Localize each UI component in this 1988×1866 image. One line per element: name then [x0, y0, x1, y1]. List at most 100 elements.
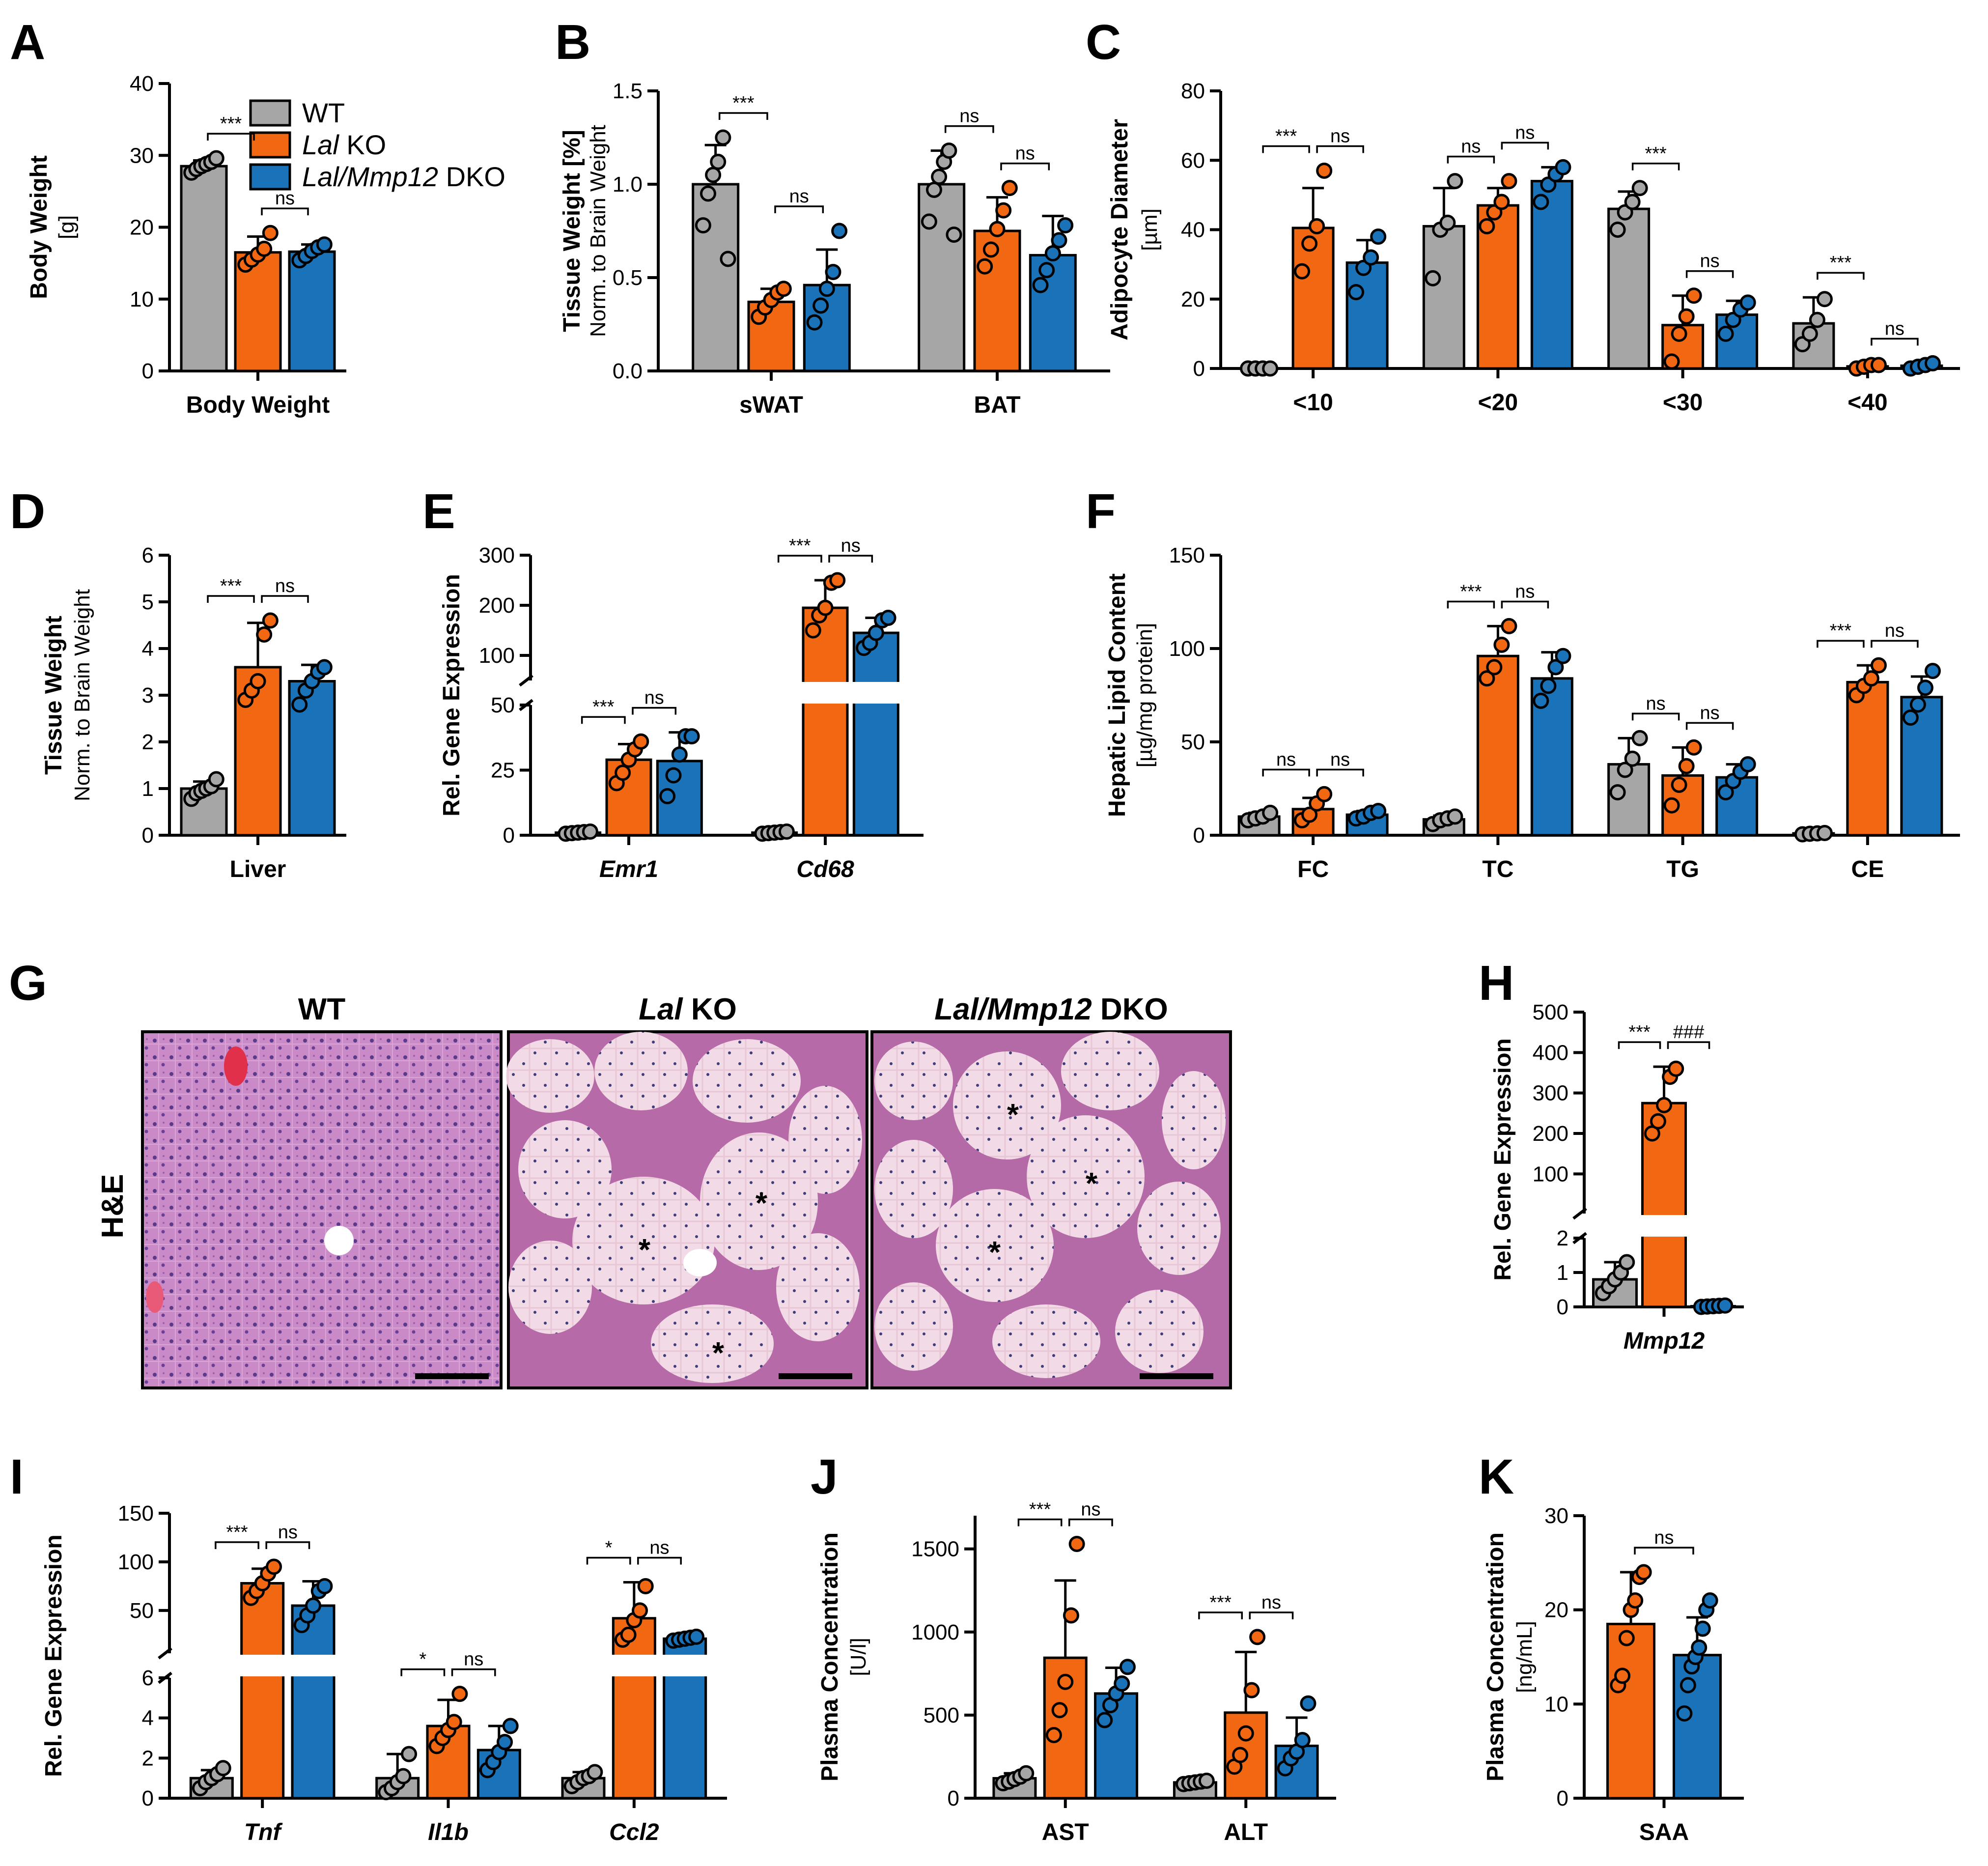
y-tick-label: 25: [491, 759, 515, 783]
data-point: [1540, 678, 1557, 694]
data-point: [1057, 217, 1074, 234]
y-tick-label: 150: [118, 1501, 154, 1526]
y-tick-label: 2: [1557, 1226, 1568, 1250]
lipid-marker: *: [712, 1336, 725, 1370]
y-tick-label: 0: [1193, 357, 1205, 381]
data-point: [1479, 218, 1495, 234]
data-point: [720, 251, 736, 267]
significance-label: ns: [841, 536, 861, 556]
data-point: [1691, 1639, 1708, 1656]
data-point: [688, 1628, 705, 1645]
data-point: [1668, 1060, 1684, 1077]
significance-label: ns: [275, 188, 295, 209]
y-tick-label: 20: [1181, 287, 1205, 311]
significance-label: ns: [1654, 1527, 1674, 1548]
data-point: [831, 223, 848, 239]
significance-label: ***: [1830, 253, 1852, 273]
bar: [234, 251, 282, 372]
y-tick-label: 10: [1544, 1692, 1568, 1716]
panel-label-a: A: [10, 15, 45, 70]
data-point: [1301, 806, 1318, 823]
y-tick-label: 20: [1544, 1598, 1568, 1622]
significance-label: ns: [1276, 749, 1296, 770]
data-point: [1294, 1732, 1311, 1749]
significance-label: ***: [732, 93, 755, 113]
y-tick-label: 80: [1181, 79, 1205, 103]
significance-bracket: [1871, 338, 1919, 346]
significance-label: ns: [1885, 621, 1904, 641]
legend-label-lal-ko: Lal KO: [302, 129, 386, 160]
bar: [612, 1617, 656, 1800]
x-category-label: ALT: [1224, 1819, 1268, 1845]
data-point: [705, 167, 722, 183]
data-point: [700, 185, 716, 202]
y-axis-sublabel: [g]: [55, 215, 79, 239]
y-tick-label: 2: [142, 1746, 154, 1770]
data-point: [1018, 1765, 1035, 1781]
data-point: [1739, 756, 1756, 773]
y-axis: 0 50 100 150: [1169, 543, 1222, 848]
significance-label: *: [605, 1538, 613, 1558]
panel-label-g: G: [9, 956, 47, 1011]
data-point: [1671, 325, 1687, 342]
x-category-label: TG: [1666, 856, 1699, 882]
x-category-label: CE: [1851, 856, 1884, 882]
data-point: [1631, 730, 1648, 746]
data-point: [1685, 739, 1702, 756]
bar: [1673, 1654, 1722, 1800]
data-point: [659, 788, 676, 804]
data-point: [1816, 824, 1833, 841]
bar: [1094, 1692, 1139, 1800]
significance-label: ns: [1515, 581, 1535, 602]
significance-bracket: [1871, 640, 1919, 648]
bar-break-gap: [661, 1655, 709, 1676]
y-tick-label: 50: [1181, 730, 1205, 754]
data-point: [305, 1597, 321, 1614]
significance-label: ns: [1330, 749, 1350, 770]
data-point: [977, 258, 993, 275]
bar-break-gap: [800, 682, 850, 704]
scale-bar-lal-ko: [779, 1373, 852, 1379]
data-point: [615, 764, 631, 781]
y-tick-label: 200: [1533, 1122, 1568, 1146]
significance-label: ***: [789, 536, 811, 556]
data-point: [1555, 648, 1571, 664]
y-tick-label: 100: [118, 1550, 154, 1574]
significance-bracket: [586, 1556, 631, 1565]
y-tick-label: 0: [1557, 1786, 1568, 1810]
data-point: [1909, 696, 1926, 713]
y-tick-label: 500: [924, 1703, 959, 1727]
x-category-label: BAT: [974, 392, 1020, 418]
y-tick-label: 0: [142, 359, 154, 383]
significance-label: ns: [1885, 318, 1904, 339]
y-tick-label: 100: [1169, 637, 1205, 661]
significance-label: ***: [220, 113, 242, 134]
data-point: [1501, 618, 1517, 634]
data-point: [1685, 287, 1702, 304]
y-tick-label: 30: [130, 143, 154, 168]
significance-bracket: [1667, 1041, 1710, 1049]
significance-label: ns: [1515, 122, 1535, 143]
data-point: [1680, 1677, 1696, 1694]
data-point: [778, 823, 795, 840]
y-axis: 0 20 40 60 80: [1181, 79, 1222, 381]
significance-bracket: [1501, 141, 1549, 150]
data-point: [1609, 784, 1626, 801]
significance-label: ns: [1700, 703, 1720, 723]
x-category-label: Ccl2: [609, 1819, 659, 1845]
chart-panel-f: F 0 50 100 150 Hepatic Lipid Content [µg/mg pr…: [1086, 484, 1960, 882]
y-axis-sublabel: [µm]: [1138, 208, 1162, 251]
micrograph-wt: [141, 1030, 503, 1389]
bar: [1422, 225, 1465, 370]
y-axis: 0 1 2 100 200 300 400 500: [1533, 1000, 1587, 1319]
micrograph-title-wt: WT: [298, 992, 346, 1026]
scale-bar-wt: [415, 1373, 489, 1379]
significance-bracket: [1249, 1612, 1294, 1619]
bar: [1530, 180, 1573, 370]
chart-panel-e: E 0 25 50 100 200 300 Rel. Gene Expression Emr1 C…: [422, 484, 924, 882]
significance-label: ns: [649, 1538, 669, 1558]
data-point: [1051, 232, 1067, 249]
data-point: [587, 1764, 603, 1781]
x-category-label: <40: [1848, 390, 1887, 416]
bar: [692, 183, 740, 372]
